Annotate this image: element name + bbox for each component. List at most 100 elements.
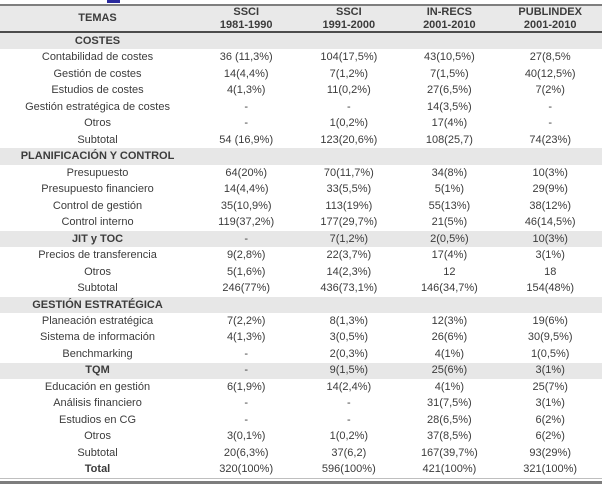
table-row: Otros 3(0,1%) 1(0,2%) 37(8,5%) 6(2%) [0,429,602,445]
table-row: Subtotal 20(6,3%) 37(6,2) 167(39,7%) 93(29%) [0,445,602,461]
row-value: 2(0,5%) [430,232,469,245]
row-value: 25(6%) [431,364,468,377]
row-value: 64(20%) [225,166,267,179]
row-value: 6(2%) [535,430,565,443]
row-value: 29(9%) [532,183,568,196]
table-row: Gestión estratégica de costes - - 14(3,5%) - [0,99,602,115]
row-value: - [347,100,351,113]
table-row: Otros - 1(0,2%) 17(4%) - [0,115,602,131]
row-value: - [244,364,249,377]
header-col-ssci: SSCI 1991-2000 [322,6,376,31]
row-label: Contabilidad de costes [41,51,154,64]
row-value: 14(4,4%) [223,183,269,196]
row-label: Educación en gestión [44,380,151,393]
row-value: 28(6,5%) [427,413,472,426]
row-value: 113(19%) [325,199,373,212]
row-value: 35(10,9%) [220,199,272,212]
row-value: 1(0,2%) [329,430,369,443]
table-row: Estudios de costes 4(1,3%) 11(0,2%) 27(6,5%… [0,82,602,98]
row-value [195,33,297,49]
row-value: 6(1,9%) [226,380,266,393]
row-value: 3(0,5%) [329,331,369,344]
row-value [297,33,400,49]
row-value [400,297,498,313]
row-value: 14(2,4%) [326,380,372,393]
row-value: 18 [544,265,557,278]
row-value: 33(5,5%) [326,183,372,196]
row-value: 12(3%) [431,314,468,327]
row-value [498,297,602,313]
table-row: Subtotal 54 (16,9%) 123(20,6%) 108(25,7) 74(… [0,132,602,148]
row-label: TQM [85,364,110,377]
row-value: 26(6%) [431,331,468,344]
table-row: Análisis financiero - - 31(7,5%) 3(1%) [0,396,602,412]
row-value: 1(0,2%) [329,117,369,130]
row-value: 320(100%) [219,463,274,476]
row-value: - [347,413,351,426]
row-label: Subtotal [77,133,118,146]
row-value: 93(29%) [529,446,571,459]
row-value: 7(1,2%) [329,67,369,80]
row-value: 7(1,5%) [430,67,469,80]
row-value: 10(3%) [532,166,568,179]
row-label: Control interno [61,216,134,229]
row-value: 1(0,5%) [530,347,570,360]
row-value [297,297,400,313]
row-value: - [548,100,553,113]
row-value [400,148,498,164]
row-value: 5(1%) [434,183,465,196]
row-value: 436(73,1%) [320,282,378,295]
row-value: 14(4,4%) [223,67,269,80]
table-row: Control de gestión 35(10,9%) 113(19%) 55(13… [0,198,602,214]
row-value: 7(2,2%) [226,314,266,327]
row-value: 30(9,5%) [527,331,573,344]
row-value: - [244,413,249,426]
table-header-row: TEMAS SSCI 1981-1990 SSCI 1991-2000 IN-RECS 2… [0,4,602,33]
row-value: 21(5%) [431,216,468,229]
row-value: 3(0,1%) [226,430,266,443]
link-underline-artifact [107,0,120,3]
row-value: - [548,117,553,130]
row-label: Estudios en CG [59,413,137,426]
topics-comparison-table: TEMAS SSCI 1981-1990 SSCI 1991-2000 IN-RECS 2… [0,4,602,485]
header-col-publindex: PUBLINDEX 2001-2010 [518,6,582,31]
row-value: 17(4%) [431,117,468,130]
row-value: 3(1%) [535,364,565,377]
table-row: Planeación estratégica 7(2,2%) 8(1,3%) 12(3… [0,313,602,329]
row-value: 246(77%) [222,282,271,295]
row-value: 5(1,6%) [226,265,266,278]
table-row: Presupuesto 64(20%) 70(11,7%) 34(8%) 10(3%) [0,165,602,181]
row-value: 4(1,3%) [226,331,266,344]
section-row: TQM - 9(1,5%) 25(6%) 3(1%) [0,362,602,380]
row-value: 20(6,3%) [223,446,269,459]
row-value [195,148,297,164]
row-value: 421(100%) [422,463,477,476]
row-label: Otros [84,265,111,278]
table-row: Gestión de costes 14(4,4%) 7(1,2%) 7(1,5%) 4… [0,66,602,82]
row-value: 19(6%) [532,314,568,327]
row-value: 55(13%) [428,199,471,212]
row-value: 11(0,2%) [326,84,371,97]
row-label: JIT y TOC [71,232,124,245]
row-value: 43(10,5%) [423,51,475,64]
table-row: Otros 5(1,6%) 14(2,3%) 12 18 [0,264,602,280]
table-row: Subtotal 246(77%) 436(73,1%) 146(34,7%) 154(… [0,280,602,296]
row-value: 34(8%) [431,166,468,179]
row-value: 146(34,7%) [420,282,478,295]
row-label: Precios de transferencia [38,249,157,262]
row-value: 27(6,5%) [427,84,472,97]
section-row: PLANIFICACIÓN Y CONTROL [0,148,602,165]
row-value: 31(7,5%) [427,397,472,410]
row-value: 36 (11,3%) [219,51,273,64]
row-label: Análisis financiero [53,397,142,410]
row-value [195,297,297,313]
row-value: 167(39,7%) [420,446,478,459]
row-value: 40(12,5%) [524,67,576,80]
row-label: Sistema de información [40,331,155,344]
table-row: Sistema de información 4(1,3%) 3(0,5%) 26(6… [0,330,602,346]
row-label: Subtotal [77,282,118,295]
row-value: 2(0,3%) [329,347,369,360]
row-value: - [347,397,351,410]
row-value: - [244,397,249,410]
